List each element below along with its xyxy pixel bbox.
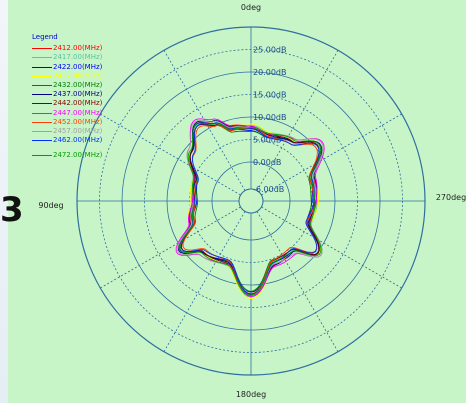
legend: Legend 2412.00(MHz) 2417.00(MHz) 2422.00(M… — [32, 33, 102, 160]
legend-item: 2472.00(MHz) — [32, 151, 102, 160]
series-line — [177, 119, 323, 297]
legend-item: 2417.00(MHz) — [32, 53, 102, 62]
legend-swatch — [32, 57, 52, 59]
left-panel-strip — [0, 0, 8, 403]
radial-tick-label: 25.00dB — [253, 46, 286, 55]
legend-swatch — [32, 112, 52, 114]
legend-swatch — [32, 140, 52, 142]
radial-tick-label: 5.00dB — [253, 136, 281, 145]
legend-label: 2422.00(MHz) — [53, 62, 103, 71]
series-line — [179, 122, 322, 298]
angle-spoke — [261, 113, 402, 196]
legend-label: 2452.00(MHz) — [53, 117, 103, 126]
series-line — [181, 123, 320, 295]
legend-item: 2412.00(MHz) — [32, 44, 102, 53]
legend-item: 2457.00(MHz) — [32, 127, 102, 136]
angle-spoke — [261, 206, 402, 289]
legend-label: 2417.00(MHz) — [53, 53, 103, 62]
legend-swatch — [32, 130, 52, 132]
legend-label: 2447.00(MHz) — [53, 108, 103, 117]
series-line — [179, 122, 322, 296]
angle-spoke — [163, 211, 246, 352]
angle-label: 0deg — [241, 3, 261, 12]
series-line — [179, 121, 322, 293]
angle-spoke — [256, 211, 339, 352]
side-glyph: 3 — [0, 190, 24, 230]
series-line — [182, 124, 318, 295]
legend-title: Legend — [32, 33, 58, 41]
legend-label: 2462.00(MHz) — [53, 136, 103, 145]
radial-tick-label: 0.00dB — [253, 158, 281, 167]
series-line — [175, 118, 325, 297]
series-line — [177, 119, 324, 296]
legend-swatch — [32, 66, 52, 68]
legend-item: 2432.00(MHz) — [32, 81, 102, 90]
legend-label: 2442.00(MHz) — [53, 99, 103, 108]
legend-item: 2462.00(MHz) — [32, 136, 102, 145]
legend-label: 2457.00(MHz) — [53, 126, 103, 135]
angle-label: 90deg — [38, 201, 63, 210]
legend-item: 2442.00(MHz) — [32, 99, 102, 108]
legend-item: 2437.00(MHz) — [32, 90, 102, 99]
legend-label: 2437.00(MHz) — [53, 90, 103, 99]
legend-swatch — [32, 103, 52, 105]
legend-swatch — [32, 94, 52, 96]
legend-item: 2452.00(MHz) — [32, 118, 102, 127]
legend-label: 2432.00(MHz) — [53, 80, 103, 89]
legend-label: 2412.00(MHz) — [53, 44, 103, 53]
legend-item: 2447.00(MHz) — [32, 109, 102, 118]
angle-spoke — [100, 206, 241, 289]
legend-label: 2472.00(MHz) — [53, 151, 103, 160]
radial-tick-label: 10.00dB — [253, 113, 286, 122]
series-line — [180, 122, 320, 295]
plot-background — [8, 0, 466, 403]
series-line — [180, 123, 320, 292]
legend-label: 2427.00(MHz) — [53, 71, 103, 80]
legend-swatch — [32, 121, 52, 123]
legend-item: 2422.00(MHz) — [32, 63, 102, 72]
angle-spoke — [163, 50, 246, 191]
legend-swatch — [32, 48, 52, 50]
radial-tick-label: 15.00dB — [253, 91, 286, 100]
legend-swatch — [32, 85, 52, 87]
legend-entries: 2412.00(MHz) 2417.00(MHz) 2422.00(MHz) 2427… — [32, 44, 102, 160]
angle-spoke — [256, 50, 339, 191]
radial-tick-label: 20.00dB — [253, 68, 286, 77]
legend-swatch — [32, 155, 52, 157]
legend-swatch — [32, 75, 52, 77]
angle-spoke — [100, 113, 241, 196]
series-line — [178, 119, 323, 300]
legend-item: 2427.00(MHz) — [32, 72, 102, 81]
angle-label: 270deg — [436, 193, 466, 202]
angle-label: 180deg — [236, 390, 266, 399]
radial-tick-label: -6.00dB — [253, 185, 284, 194]
